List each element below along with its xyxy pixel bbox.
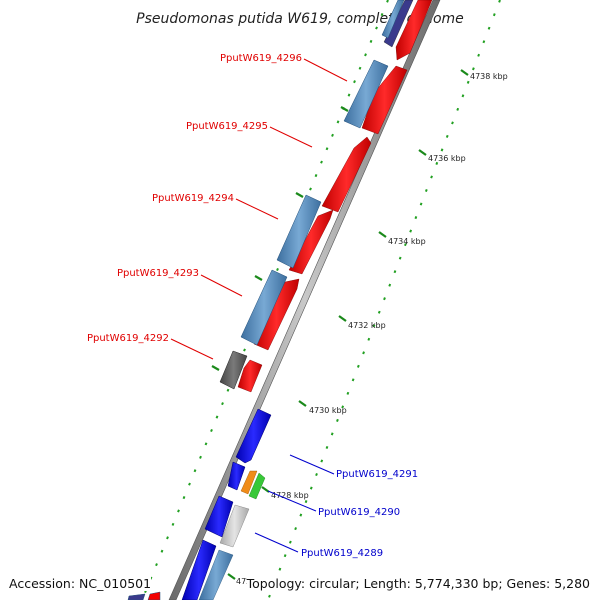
gene-label[interactable]: PputW619_4294	[152, 193, 234, 204]
gene-steelblue-4294[interactable]	[276, 194, 322, 269]
accession-text: Accession: NC_010501	[9, 576, 152, 591]
ruler-label: 4732 kbp	[348, 321, 386, 330]
gene-gray-4292[interactable]	[219, 350, 248, 390]
ruler-label: 4734 kbp	[388, 237, 426, 246]
gene-red-4292[interactable]	[237, 359, 263, 393]
gene-red-4295[interactable]	[321, 136, 372, 213]
label-leaders-lower	[254, 454, 335, 553]
label-leaders-upper	[170, 58, 348, 360]
genome-summary-text: Topology: circular; Length: 5,774,330 bp…	[246, 576, 590, 591]
gene-orange[interactable]	[240, 470, 258, 495]
major-ticks	[211, 69, 469, 580]
gene-lightgray-4289[interactable]	[219, 504, 250, 548]
gene-blue-4290[interactable]	[204, 495, 234, 538]
gene-red-bottom[interactable]	[147, 591, 161, 600]
gene-label[interactable]: PputW619_4291	[336, 469, 418, 480]
gene-label[interactable]: PputW619_4290	[318, 507, 400, 518]
gene-label[interactable]: PputW619_4292	[87, 333, 169, 344]
gene-label[interactable]: PputW619_4295	[186, 121, 268, 132]
gene-steelblue-4293[interactable]	[240, 269, 288, 346]
gene-label[interactable]: PputW619_4289	[301, 548, 383, 559]
gene-red-top[interactable]	[395, 0, 433, 61]
outer-strand-genes	[198, 0, 433, 600]
gene-steelblue-bottom[interactable]	[198, 549, 234, 600]
ruler-label: 4726	[236, 577, 256, 586]
ruler-label: 4738 kbp	[470, 72, 508, 81]
gene-labels-lower: PputW619_4291 PputW619_4290 PputW619_428…	[301, 469, 418, 559]
ruler-labels: 4738 kbp 4736 kbp 4734 kbp 4732 kbp 4730…	[236, 72, 508, 586]
gene-blue-4291b[interactable]	[227, 461, 246, 491]
inner-strand-genes	[127, 0, 405, 600]
gene-steelblue-4296[interactable]	[343, 59, 389, 129]
gene-labels-upper: PputW619_4296 PputW619_4295 PputW619_429…	[87, 53, 302, 344]
gene-blue-bottom[interactable]	[181, 539, 217, 600]
ruler-label: 4736 kbp	[428, 154, 466, 163]
gene-label[interactable]: PputW619_4293	[117, 268, 199, 279]
gene-blue-4291a[interactable]	[235, 408, 272, 464]
ruler-label: 4728 kbp	[271, 491, 309, 500]
ruler-label: 4730 kbp	[309, 406, 347, 415]
gene-steelblue-top[interactable]	[381, 0, 405, 39]
genome-backbone	[168, 0, 441, 600]
gene-green[interactable]	[248, 472, 266, 500]
gene-navy-bottom[interactable]	[127, 593, 146, 600]
gene-label[interactable]: PputW619_4296	[220, 53, 302, 64]
